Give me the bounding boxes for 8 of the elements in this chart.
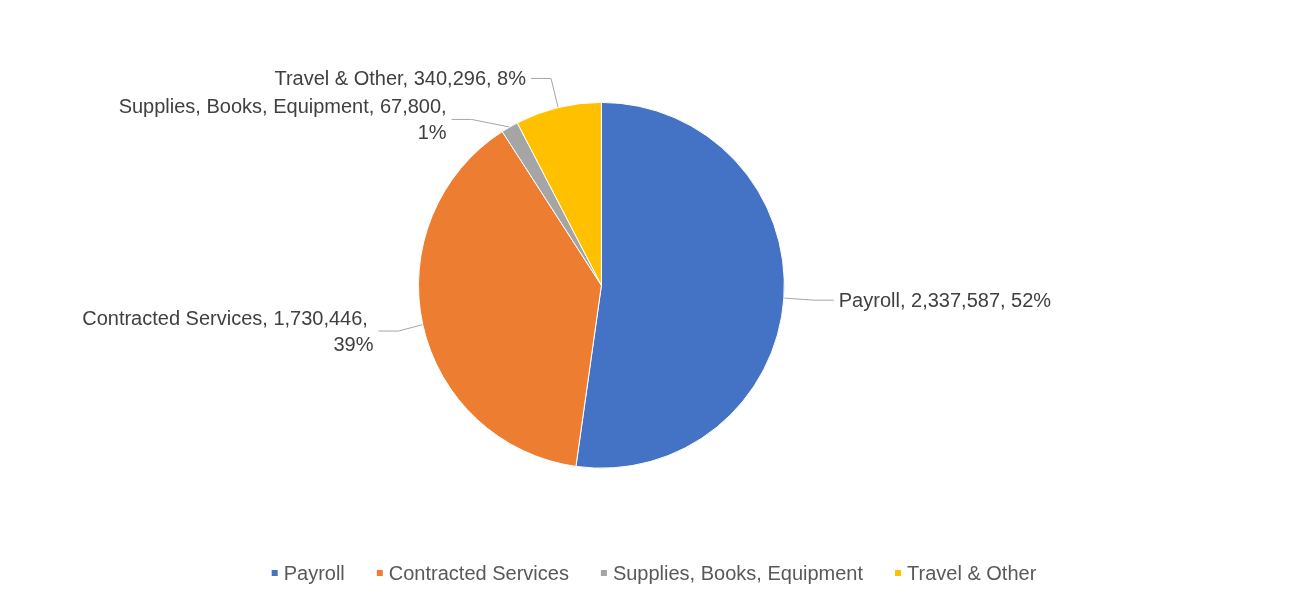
data-label: Contracted Services, 1,730,446, 39%	[82, 307, 374, 356]
legend-label: Payroll	[283, 562, 345, 584]
legend-label: Supplies, Books, Equipment	[612, 562, 864, 584]
legend-label: Travel & Other	[907, 562, 1037, 584]
legend-label: Contracted Services	[388, 562, 569, 584]
data-label: Supplies, Books, Equipment, 67,800, 1%	[118, 95, 447, 144]
data-label: Travel & Other, 340,296, 8%	[274, 67, 527, 90]
data-label: Payroll, 2,337,587, 52%	[838, 289, 1052, 312]
